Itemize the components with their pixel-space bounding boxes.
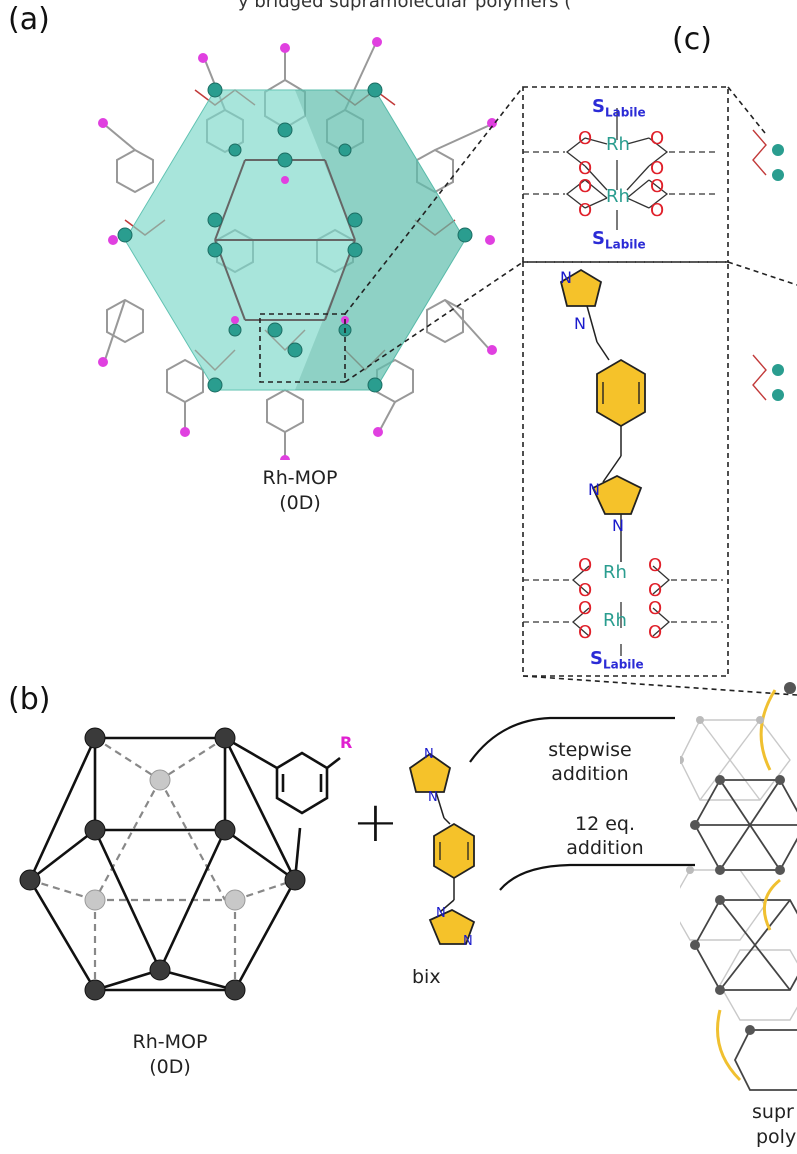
s-labile-mid: SLabile xyxy=(592,228,646,252)
caption-a-line1: Rh-MOP xyxy=(262,467,338,489)
s-main-mid: S xyxy=(592,228,605,249)
panel-label-c: (c) xyxy=(672,22,712,57)
n-top-2: N xyxy=(574,314,586,333)
rh-top-2: Rh xyxy=(606,186,630,207)
s-sub-top: Labile xyxy=(604,105,646,120)
o-bot-1: O xyxy=(578,555,593,576)
panel-c-right-fragments xyxy=(752,129,784,401)
bix-label: bix xyxy=(412,966,441,988)
o-top-1: O xyxy=(578,128,593,149)
s-main-bot: S xyxy=(590,648,603,669)
eq-line2: addition xyxy=(566,837,644,859)
o-top-2: O xyxy=(650,128,665,149)
o-top-3: O xyxy=(578,158,593,179)
o-bot-8: O xyxy=(648,622,663,643)
panel-c-zoom xyxy=(522,86,729,677)
header-text: y bridged supramolecular polymers ( xyxy=(238,0,572,12)
o-top-5: O xyxy=(578,176,593,197)
o-bot-6: O xyxy=(648,598,663,619)
rh-mop-schematic xyxy=(19,727,341,1001)
bix-n-4: N xyxy=(463,934,473,949)
rh-bot-1: Rh xyxy=(603,562,627,583)
rh-top-1: Rh xyxy=(606,134,630,155)
caption-b-line1: Rh-MOP xyxy=(132,1031,208,1053)
o-top-8: O xyxy=(650,200,665,221)
o-bot-2: O xyxy=(648,555,663,576)
o-top-6: O xyxy=(650,176,665,197)
bix-linker xyxy=(408,752,476,945)
product-line2: poly xyxy=(756,1126,797,1148)
eq-line1: 12 eq. xyxy=(574,813,635,835)
stepwise-label: stepwise addition xyxy=(530,738,650,786)
bix-n-1: N xyxy=(424,747,434,762)
eq-label: 12 eq. addition xyxy=(550,812,660,860)
product-label: supr poly xyxy=(752,1100,796,1150)
caption-b-line2: (0D) xyxy=(149,1056,191,1078)
paddlewheel-top xyxy=(523,108,715,230)
n-bot-2: N xyxy=(612,516,624,535)
o-bot-7: O xyxy=(578,622,593,643)
rh-bot-2: Rh xyxy=(603,610,627,631)
o-bot-3: O xyxy=(578,580,593,601)
o-bot-5: O xyxy=(578,598,593,619)
o-top-4: O xyxy=(650,158,665,179)
bix-coordinated xyxy=(523,268,723,656)
s-main-top: S xyxy=(592,96,605,117)
caption-a-line2: (0D) xyxy=(279,492,321,514)
product-line1: supr xyxy=(752,1101,794,1123)
plus-sign: + xyxy=(352,790,399,855)
caption-b: Rh-MOP (0D) xyxy=(100,1030,240,1080)
s-labile-bot: SLabile xyxy=(590,648,644,672)
stepwise-line1: stepwise xyxy=(548,739,632,761)
supramolecular-polymer xyxy=(680,682,797,1091)
panel-label-a: (a) xyxy=(8,2,50,37)
n-top-1: N xyxy=(560,268,572,287)
caption-a: Rh-MOP (0D) xyxy=(230,466,370,516)
n-bot-1: N xyxy=(588,480,600,499)
stepwise-line2: addition xyxy=(551,763,629,785)
reaction-arrows xyxy=(469,716,695,891)
s-sub-bot: Labile xyxy=(602,657,644,672)
s-sub-mid: Labile xyxy=(604,237,646,252)
s-labile-top: SLabile xyxy=(592,96,646,120)
panel-label-b: (b) xyxy=(8,682,51,717)
rh-mop-structure xyxy=(98,37,497,460)
bix-n-3: N xyxy=(436,906,446,921)
o-top-7: O xyxy=(578,200,593,221)
r-group-label: R xyxy=(340,733,353,752)
o-bot-4: O xyxy=(648,580,663,601)
bix-n-2: N xyxy=(428,790,438,805)
